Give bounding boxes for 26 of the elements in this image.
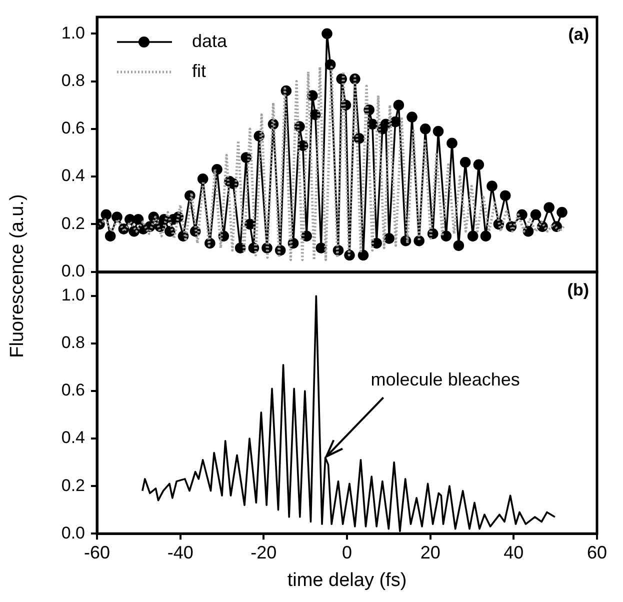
x-tick-label: 0 xyxy=(342,542,352,562)
annotation: (a) xyxy=(568,25,589,44)
y-tick-label: 0.8 xyxy=(61,70,85,90)
y-tick-label: 0.2 xyxy=(61,214,85,233)
legend-label: fit xyxy=(192,60,206,81)
x-tick-label: 20 xyxy=(420,542,440,562)
y-axis-title: Fluorescence (a.u.) xyxy=(7,193,29,360)
x-tick-label: -20 xyxy=(250,542,277,562)
x-axis-title: time delay (fs) xyxy=(287,570,407,591)
y-tick-label: 1.0 xyxy=(61,23,85,42)
y-tick-label: 0.6 xyxy=(61,118,85,138)
x-tick-label: -40 xyxy=(167,542,194,562)
y-tick-label: 0.0 xyxy=(61,261,85,280)
y-tick-label: 0.0 xyxy=(61,523,85,542)
y-tick-label: 0.4 xyxy=(61,166,85,186)
x-tick-label: 40 xyxy=(504,542,524,562)
y-tick-label: 0.2 xyxy=(61,476,85,495)
x-tick-label: -60 xyxy=(84,542,110,562)
y-tick-label: 1.0 xyxy=(61,286,85,305)
y-tick-label: 0.6 xyxy=(61,380,85,400)
annotation: (b) xyxy=(567,280,589,300)
y-tick-label: 0.8 xyxy=(61,333,85,352)
x-tick-label: 60 xyxy=(586,542,608,562)
y-tick-label: 0.4 xyxy=(61,428,85,448)
legend-label: data xyxy=(192,30,228,51)
annotation: molecule bleaches xyxy=(370,370,520,390)
